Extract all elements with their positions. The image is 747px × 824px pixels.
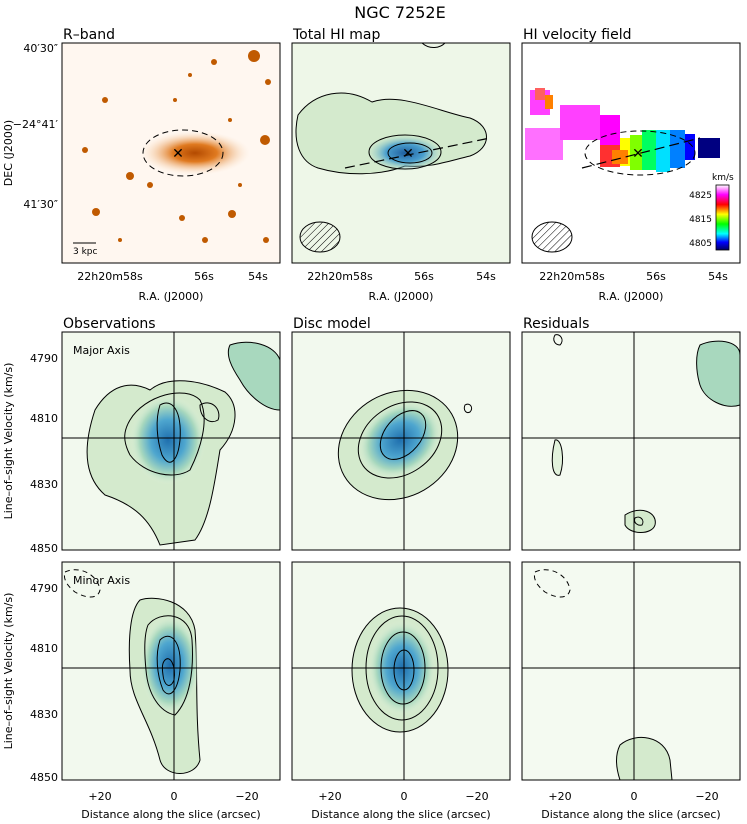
ra-ticks-panel-2: 22h20m58s 56s 54s R.A. (J2000)	[307, 270, 496, 303]
pv-x-ticks-col-2: +20 0 −20 Distance along the slice (arcs…	[311, 790, 490, 821]
pv-minor-residuals	[521, 561, 741, 781]
pv-x-tick-minus20: −20	[235, 790, 258, 803]
pv-x-tick-0: 0	[631, 790, 638, 803]
dec-tick-3: 41′30″	[23, 198, 58, 211]
rband-title: R–band	[63, 27, 115, 43]
pv-major-residuals	[521, 331, 741, 551]
colorbar-unit: km/s	[712, 173, 734, 183]
top-axes: 40′30″ −24°41′ 41′30″ DEC (J2000) 22h20m…	[2, 42, 728, 303]
ra-axis-label: R.A. (J2000)	[139, 290, 204, 303]
pv-major-observations: Major Axis	[61, 331, 281, 551]
pv-y-tick-minor-4810: 4810	[30, 642, 58, 655]
pv-x-tick-plus20: +20	[88, 790, 111, 803]
hi-beam	[299, 221, 341, 253]
ra-tick-56: 56s	[414, 270, 434, 283]
pv-minor-observations: Minor Axis	[61, 561, 281, 781]
total-hi-title: Total HI map	[292, 27, 380, 43]
ra-ticks-panel-3: 22h20m58s 56s 54s R.A. (J2000)	[539, 270, 728, 303]
velocity-aperture-ellipse	[584, 130, 696, 176]
pv-title-disc-model: Disc model	[293, 316, 371, 332]
ra-axis-label: R.A. (J2000)	[369, 290, 434, 303]
total-hi-panel: ✕ Total HI map	[291, 27, 511, 264]
rband-aperture-ellipse	[142, 129, 224, 177]
pv-axes: Line–of–sight Velocity (km/s) Line–of–si…	[2, 352, 721, 821]
dec-tick-1: 40′30″	[23, 42, 58, 55]
pv-x-ticks-col-1: +20 0 −20 Distance along the slice (arcs…	[81, 790, 260, 821]
pv-x-tick-0: 0	[171, 790, 178, 803]
velocity-field-panel: ✕ km/s 4825 4815 4805 HI velocity field	[521, 27, 741, 264]
rband-stars	[82, 50, 271, 243]
hi-major-axis	[344, 137, 491, 169]
pv-y-tick-major-4830: 4830	[30, 478, 58, 491]
hi-center-marker: ✕	[402, 146, 414, 162]
pv-title-residuals: Residuals	[523, 316, 589, 332]
rband-center-marker: ✕	[172, 146, 184, 162]
ra-tick-main: 22h20m58s	[539, 270, 605, 283]
pv-y-tick-major-4810: 4810	[30, 412, 58, 425]
velocity-center-marker: ✕	[632, 146, 644, 162]
velocity-beam	[531, 221, 573, 253]
ra-tick-main: 22h20m58s	[77, 270, 143, 283]
ra-tick-56: 56s	[194, 270, 214, 283]
pv-minor-model	[291, 561, 511, 781]
pv-major-model	[291, 331, 511, 551]
pv-x-tick-minus20: −20	[695, 790, 718, 803]
rband-panel: ✕ 3 kpc R–band	[61, 27, 281, 264]
pv-x-tick-0: 0	[401, 790, 408, 803]
row-label-minor: Minor Axis	[73, 574, 130, 587]
ra-tick-54: 54s	[708, 270, 728, 283]
colorbar	[715, 184, 730, 251]
velocity-pixels	[525, 88, 720, 172]
scale-bar-label: 3 kpc	[73, 247, 98, 257]
colorbar-tick-4815: 4815	[689, 215, 712, 225]
pv-y-tick-minor-4790: 4790	[30, 582, 58, 595]
pv-y-tick-major-4850: 4850	[30, 542, 58, 555]
row-label-major: Major Axis	[73, 344, 130, 357]
pv-title-observations: Observations	[63, 316, 156, 332]
velocity-major-axis	[581, 137, 701, 169]
pv-y-label-major: Line–of–sight Velocity (km/s)	[2, 363, 15, 520]
pv-x-label: Distance along the slice (arcsec)	[311, 808, 490, 821]
pv-x-tick-minus20: −20	[465, 790, 488, 803]
velocity-field-title: HI velocity field	[523, 27, 631, 43]
pv-x-tick-plus20: +20	[548, 790, 571, 803]
figure-title: NGC 7252E	[354, 3, 445, 22]
colorbar-tick-4805: 4805	[689, 239, 712, 249]
pv-x-label: Distance along the slice (arcsec)	[541, 808, 720, 821]
ra-axis-label: R.A. (J2000)	[599, 290, 664, 303]
pv-y-label-minor: Line–of–sight Velocity (km/s)	[2, 593, 15, 750]
dec-tick-2: −24°41′	[13, 118, 59, 131]
ra-tick-54: 54s	[476, 270, 496, 283]
ra-tick-54: 54s	[248, 270, 268, 283]
pv-y-tick-minor-4850: 4850	[30, 771, 58, 784]
pv-x-tick-plus20: +20	[318, 790, 341, 803]
negative-contour	[63, 569, 101, 598]
colorbar-tick-4825: 4825	[689, 191, 712, 201]
ra-ticks-panel-1: 22h20m58s 56s 54s R.A. (J2000)	[77, 270, 268, 303]
hi-inner-contour	[368, 134, 442, 170]
pv-y-tick-minor-4830: 4830	[30, 708, 58, 721]
ra-tick-56: 56s	[646, 270, 666, 283]
ra-tick-main: 22h20m58s	[307, 270, 373, 283]
pv-y-tick-major-4790: 4790	[30, 352, 58, 365]
pv-x-label: Distance along the slice (arcsec)	[81, 808, 260, 821]
dec-axis-label: DEC (J2000)	[2, 120, 15, 186]
pv-x-ticks-col-3: +20 0 −20 Distance along the slice (arcs…	[541, 790, 720, 821]
